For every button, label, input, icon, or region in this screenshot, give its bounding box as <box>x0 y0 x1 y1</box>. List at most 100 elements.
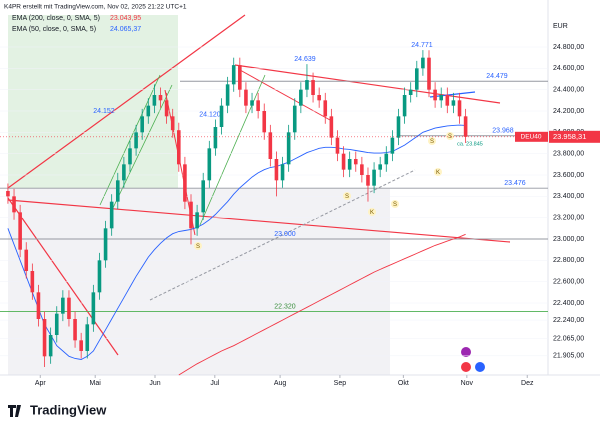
candle-body <box>146 105 151 117</box>
candle-body <box>128 148 132 165</box>
candle-body <box>61 297 65 314</box>
ema-line <box>7 124 466 360</box>
level-label: 22.320 <box>274 303 296 310</box>
candle-body <box>170 116 175 131</box>
candle-body <box>463 116 468 137</box>
y-tick-label: 23.200,00 <box>553 215 584 222</box>
candle-body <box>231 65 236 85</box>
candle-body <box>457 100 462 117</box>
candle-body <box>152 95 157 106</box>
candle-body <box>30 271 35 293</box>
legend-value: 23.043,95 <box>110 15 141 22</box>
trend-line <box>239 69 331 121</box>
candle-body <box>213 127 218 149</box>
level-label: 24.639 <box>294 56 316 63</box>
candle-body <box>189 201 193 229</box>
zone-green <box>8 15 178 188</box>
signal-dot <box>434 168 442 176</box>
x-tick-label: Mai <box>90 380 102 387</box>
candle-body <box>6 191 10 197</box>
candle-body <box>274 159 279 181</box>
candle-body <box>311 80 315 95</box>
trend-line <box>234 64 501 104</box>
x-tick-label: Dez <box>521 380 534 387</box>
candle-body <box>207 148 212 181</box>
y-tick-label: 24.800,00 <box>553 44 584 51</box>
drawings <box>7 14 511 356</box>
level-label: 23.000 <box>274 231 296 238</box>
trend-line <box>7 197 119 356</box>
candle-body <box>353 159 358 165</box>
candle-body <box>402 95 407 117</box>
candle-body <box>421 57 425 69</box>
level-label: 24.771 <box>411 42 433 49</box>
signal: K <box>370 210 374 216</box>
candle-body <box>341 153 346 170</box>
signal: S <box>393 202 397 208</box>
candle-body <box>445 95 450 106</box>
x-tick-label: Sep <box>334 380 347 387</box>
candle-body <box>244 89 248 106</box>
y-tick-label: 23.400,00 <box>553 193 584 200</box>
signal: S <box>196 244 200 250</box>
channel-line <box>199 74 266 226</box>
y-tick-label: 22.240,00 <box>553 317 584 324</box>
candle-body <box>140 116 144 133</box>
candle-body <box>396 116 401 138</box>
candle-body <box>67 297 71 319</box>
icon <box>461 362 471 372</box>
candle-body <box>347 159 352 170</box>
candle-body <box>317 95 321 101</box>
legend-name: EMA (50, close, 0, SMA, 5) <box>12 26 96 33</box>
candle-body <box>54 313 59 335</box>
logo <box>8 405 21 417</box>
candle-body <box>48 335 53 357</box>
candle-body <box>164 100 169 117</box>
candle-body <box>286 132 291 165</box>
y-tick-label: 22.065,00 <box>553 336 584 343</box>
y-tick-label: 22.600,00 <box>553 279 584 286</box>
signal-dot <box>446 132 454 140</box>
candle-body <box>225 84 230 106</box>
signal: S <box>430 139 434 145</box>
candle-body <box>329 116 334 138</box>
candle-body <box>73 319 77 341</box>
level-label: ca. 23.845 <box>457 141 483 147</box>
signal: S <box>345 194 349 200</box>
currency: EUR <box>553 23 568 30</box>
trend-line <box>7 199 511 243</box>
price-label: 23.958,31 <box>553 132 586 141</box>
candle-body <box>24 249 29 271</box>
brand: TradingView <box>30 402 107 417</box>
candle-body <box>134 132 138 149</box>
candle-body <box>91 292 96 325</box>
candle-body <box>433 89 437 101</box>
candle-body <box>219 105 224 127</box>
blue-line <box>429 91 476 98</box>
y-tick-label: 21.905,00 <box>553 353 584 360</box>
candle-body <box>390 137 395 154</box>
candle-body <box>414 68 419 90</box>
candle-body <box>268 132 273 159</box>
level-label: 23.968 <box>492 128 514 135</box>
legend-value: 24.065,37 <box>110 26 141 33</box>
candle-body <box>42 319 47 357</box>
candle-body <box>280 164 285 181</box>
candle-body <box>122 164 126 181</box>
candle-body <box>262 111 267 133</box>
candle-body <box>115 180 120 202</box>
level-label: 24.120 <box>199 111 221 118</box>
x-tick-label: Okt <box>398 380 409 387</box>
x-tick-label: Apr <box>35 380 47 387</box>
y-tick-label: 22.400,00 <box>553 300 584 307</box>
candle-body <box>183 164 187 202</box>
x-tick-label: Aug <box>274 380 287 387</box>
signal-dot <box>343 192 351 200</box>
level-label: 24.152 <box>93 108 115 115</box>
channel-line <box>99 74 161 206</box>
candle-body <box>299 89 303 106</box>
symbol: DEU40 <box>521 134 542 141</box>
candle-body <box>97 260 102 293</box>
y-tick-label: 23.800,00 <box>553 151 584 158</box>
